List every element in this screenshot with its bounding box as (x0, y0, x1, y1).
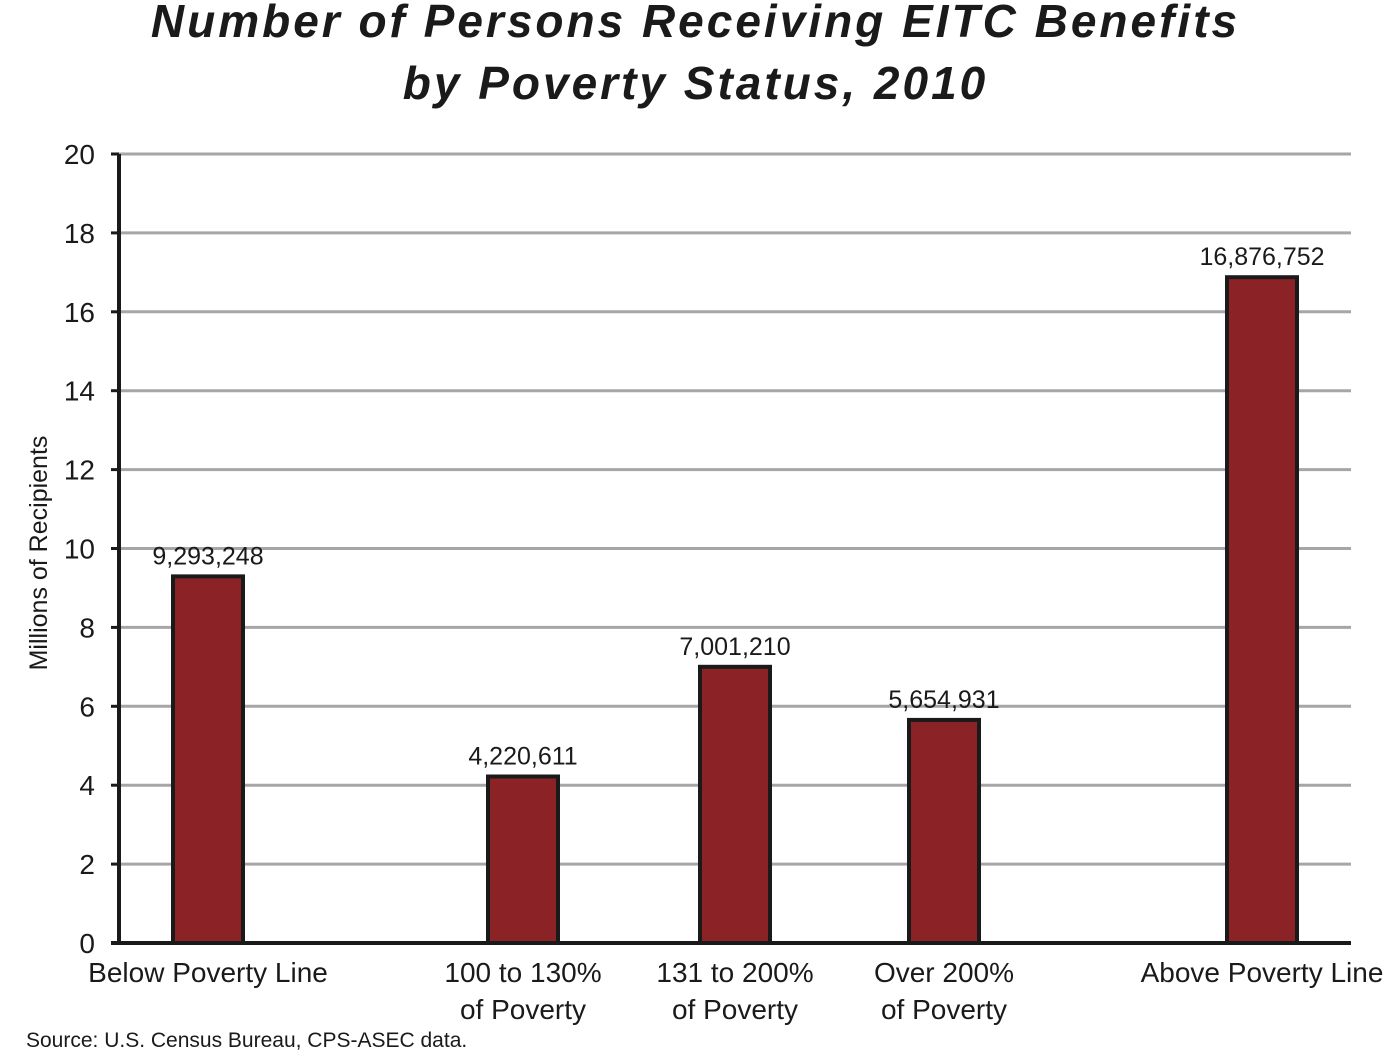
y-tick-label: 18 (64, 218, 95, 249)
x-tick-label: of Poverty (460, 994, 586, 1025)
x-tick-label: of Poverty (672, 994, 798, 1025)
bar (1225, 275, 1299, 945)
x-tick-label: Above Poverty Line (1141, 957, 1384, 988)
x-tick-label: of Poverty (881, 994, 1007, 1025)
y-tick-label: 10 (64, 534, 95, 565)
bar (907, 717, 981, 945)
bar (486, 774, 560, 945)
chart-title-line-2: by Poverty Status, 2010 (402, 57, 989, 109)
bar (698, 664, 772, 945)
y-tick-label: 2 (79, 849, 95, 880)
data-label: 5,654,931 (888, 686, 999, 714)
axes (111, 152, 1351, 945)
source-note: Source: U.S. Census Bureau, CPS-ASEC dat… (26, 1029, 468, 1052)
y-tick-label: 14 (64, 376, 95, 407)
x-tick-label: 131 to 200% (656, 957, 813, 988)
y-tick-label: 4 (79, 770, 95, 801)
y-tick-label: 20 (64, 139, 95, 170)
value-labels: 9,293,248 4,220,611 7,001,210 5,654,931 16,8… (152, 243, 1324, 770)
data-label: 9,293,248 (152, 542, 263, 570)
y-tick-labels: 0 2 4 6 8 10 12 14 16 18 20 (64, 139, 95, 959)
y-tick-label: 6 (79, 691, 95, 722)
data-label: 7,001,210 (679, 633, 790, 661)
x-category-labels: Below Poverty Line 100 to 130% of Poverty 1… (88, 957, 1383, 1025)
y-tick-label: 8 (79, 612, 95, 643)
y-tick-label: 16 (64, 297, 95, 328)
chart-title-line-1: Number of Persons Receiving EITC Benefit… (150, 0, 1241, 47)
x-tick-label: Over 200% (874, 957, 1014, 988)
y-tick-label: 12 (64, 455, 95, 486)
bars (171, 275, 1299, 945)
data-label: 4,220,611 (468, 742, 577, 770)
x-tick-label: 100 to 130% (444, 957, 601, 988)
x-tick-label: Below Poverty Line (88, 957, 328, 988)
y-tick-label: 0 (79, 928, 95, 959)
data-label: 16,876,752 (1199, 243, 1324, 271)
y-axis-label: Millions of Recipients (25, 436, 53, 671)
bar (171, 574, 245, 945)
